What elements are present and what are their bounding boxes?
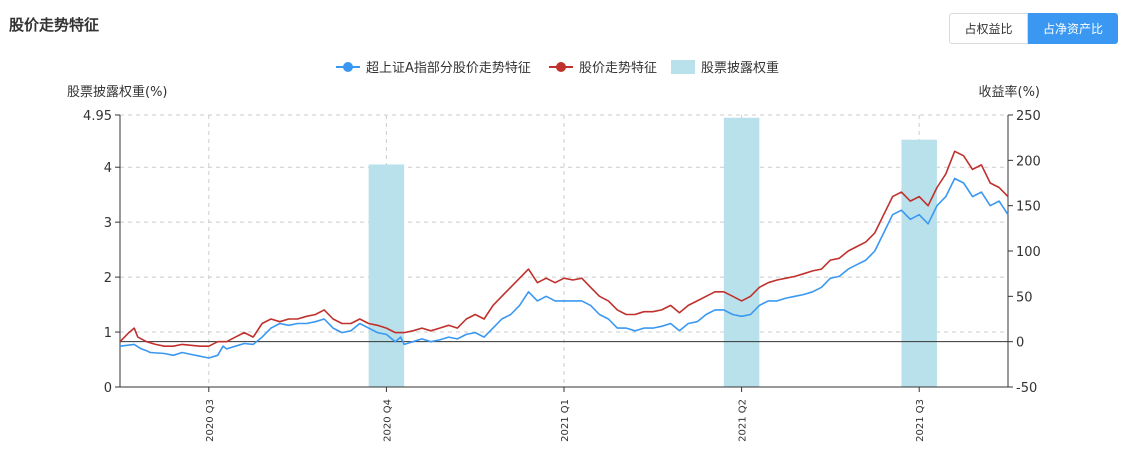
equity-ratio-button[interactable]: 占权益比 — [949, 13, 1028, 44]
legend-label: 股票披露权重 — [701, 60, 779, 76]
legend-label: 超上证A指部分股价走势特征 — [366, 60, 531, 76]
legend-dot-marker — [343, 62, 353, 72]
page-title: 股价走势特征 — [9, 16, 100, 34]
bar-layer — [368, 117, 937, 388]
y-left-tick-label: 4 — [104, 161, 112, 176]
legend-bar-marker — [671, 60, 695, 74]
weight-bar — [368, 164, 405, 387]
y-right-tick-label: 200 — [1016, 154, 1041, 169]
y-right-tick-label: 150 — [1016, 200, 1041, 215]
y-right-tick-label: -50 — [1016, 381, 1037, 396]
x-tick-label: 2021 Q1 — [560, 399, 571, 442]
x-tick-label: 2020 Q4 — [382, 399, 393, 442]
line-layer — [119, 150, 1009, 359]
legend-dot-marker — [556, 62, 566, 72]
series-line — [119, 177, 1009, 359]
legend-label: 股价走势特征 — [579, 60, 657, 76]
y-right-tick-label: 250 — [1016, 109, 1041, 124]
x-tick-label: 2021 Q2 — [738, 399, 749, 442]
y-left-axis-title: 股票披露权重(%) — [67, 84, 168, 100]
series-line — [119, 150, 1009, 347]
y-left-tick-label: 3 — [104, 216, 112, 231]
axis-layer: 0 1 2 3 4 4.95 -50 0 50 100 150 200 250 2020 Q3 2020 Q… — [83, 109, 1041, 442]
legend-item: 股价走势特征 — [549, 60, 657, 76]
y-right-tick-label: 50 — [1016, 290, 1033, 305]
y-left-tick-label: 0 — [104, 381, 112, 396]
y-left-tick-label: 2 — [104, 271, 112, 286]
x-tick-label: 2020 Q3 — [205, 399, 216, 442]
legend-item: 超上证A指部分股价走势特征 — [336, 60, 531, 76]
weight-bar — [901, 139, 937, 387]
y-left-tick-label: 4.95 — [83, 109, 112, 124]
y-right-tick-label: 100 — [1016, 245, 1041, 260]
y-right-tick-label: 0 — [1016, 336, 1024, 351]
ratio-toggle: 占权益比 占净资产比 — [949, 13, 1118, 44]
legend-item: 股票披露权重 — [671, 60, 779, 76]
y-left-tick-label: 1 — [104, 326, 112, 341]
weight-bar — [723, 117, 760, 388]
y-right-axis-title: 收益率(%) — [979, 84, 1041, 100]
x-tick-label: 2021 Q3 — [915, 399, 926, 442]
legend: 超上证A指部分股价走势特征 股价走势特征 股票披露权重 — [336, 60, 779, 76]
net-asset-ratio-button[interactable]: 占净资产比 — [1028, 13, 1118, 44]
